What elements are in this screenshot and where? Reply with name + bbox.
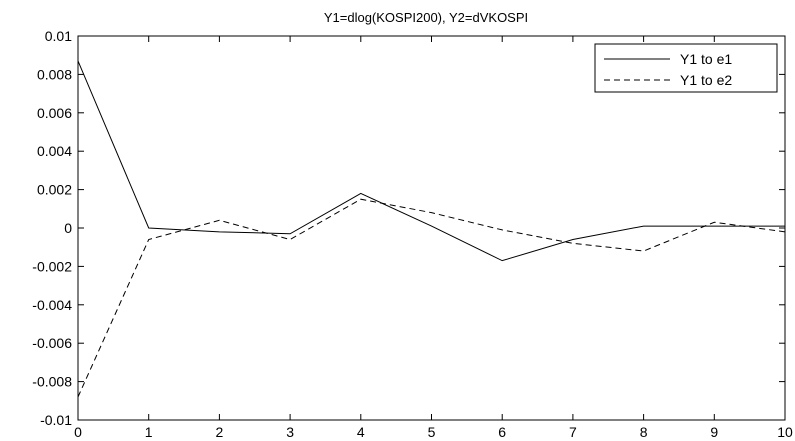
legend-label-e1: Y1 to e1 [680, 51, 732, 67]
x-tick-label: 9 [710, 424, 718, 440]
y-tick-label: -0.004 [32, 297, 72, 313]
y-tick-label: -0.002 [32, 258, 72, 274]
x-axis-ticks: 0 1 2 3 4 5 6 7 8 9 10 [74, 36, 793, 440]
series-layer [77, 60, 786, 398]
x-tick-label: 4 [357, 424, 365, 440]
x-tick-label: 5 [428, 424, 436, 440]
y-tick-label: 0.01 [45, 28, 72, 44]
x-tick-label: 3 [286, 424, 294, 440]
y-tick-label: 0.006 [37, 105, 72, 121]
y-axis-ticks: 0.01 0.008 0.006 0.004 0.002 0 -0.002 -0.004 -0.… [32, 28, 785, 428]
x-tick-label: 8 [640, 424, 648, 440]
x-tick-label: 1 [145, 424, 153, 440]
y-tick-label: 0.004 [37, 143, 72, 159]
series-line-1 [77, 60, 785, 262]
x-tick-label: 10 [777, 424, 793, 440]
x-tick-label: 6 [498, 424, 506, 440]
legend: Y1 to e1 Y1 to e2 [594, 43, 778, 93]
plot-frame [77, 35, 786, 421]
x-tick-label: 2 [216, 424, 224, 440]
x-tick-label: 7 [569, 424, 577, 440]
y-tick-label: -0.01 [40, 412, 72, 428]
legend-box [594, 43, 778, 93]
chart-title: Y1=dlog(KOSPI200), Y2=dVKOSPI [324, 10, 528, 25]
y-tick-label: 0.002 [37, 182, 72, 198]
series-line-2 [77, 198, 786, 398]
y-tick-label: -0.006 [32, 335, 72, 351]
x-tick-label: 0 [74, 424, 82, 440]
y-tick-label: -0.008 [32, 374, 72, 390]
y-tick-label: 0.008 [37, 66, 72, 82]
legend-label-e2: Y1 to e2 [680, 72, 732, 88]
y-tick-label: 0 [64, 220, 72, 236]
